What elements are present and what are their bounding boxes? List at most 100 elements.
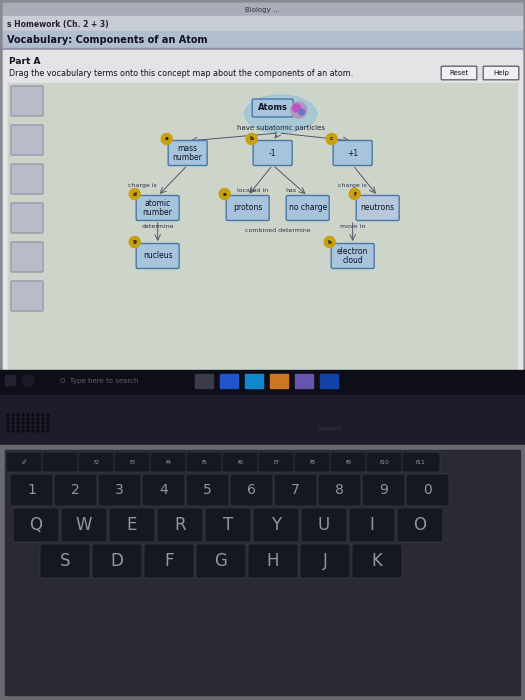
Text: 2: 2 [71, 483, 80, 497]
Ellipse shape [245, 95, 317, 133]
Circle shape [349, 188, 360, 199]
Circle shape [17, 418, 19, 420]
Text: Help: Help [493, 70, 509, 76]
Text: 0: 0 [423, 483, 432, 497]
Circle shape [292, 104, 301, 112]
FancyBboxPatch shape [114, 452, 152, 472]
FancyBboxPatch shape [150, 452, 188, 472]
FancyBboxPatch shape [397, 508, 443, 542]
Circle shape [42, 422, 44, 424]
FancyBboxPatch shape [78, 452, 116, 472]
Text: f5: f5 [202, 459, 208, 465]
Text: determine: determine [141, 223, 174, 228]
Text: -1: -1 [269, 148, 277, 158]
Text: h: h [328, 239, 332, 244]
Circle shape [42, 426, 44, 428]
FancyBboxPatch shape [286, 195, 329, 220]
Text: no charge: no charge [289, 204, 327, 213]
Circle shape [326, 134, 337, 144]
Circle shape [12, 422, 14, 424]
Circle shape [22, 418, 24, 420]
Text: neutrons: neutrons [361, 204, 395, 213]
Bar [270, 374, 288, 388]
FancyBboxPatch shape [253, 508, 299, 542]
FancyBboxPatch shape [54, 474, 97, 506]
FancyBboxPatch shape [356, 195, 399, 220]
FancyBboxPatch shape [252, 99, 293, 117]
Circle shape [32, 418, 34, 420]
FancyBboxPatch shape [362, 474, 405, 506]
FancyBboxPatch shape [366, 452, 404, 472]
FancyBboxPatch shape [136, 195, 179, 220]
Bar [320, 374, 338, 388]
Bar [0, 445, 525, 700]
Text: has: has [285, 188, 296, 193]
Text: d: d [133, 192, 136, 197]
FancyBboxPatch shape [109, 508, 155, 542]
FancyBboxPatch shape [11, 164, 43, 194]
Bar [0, 385, 525, 395]
FancyBboxPatch shape [11, 203, 43, 233]
Circle shape [37, 414, 39, 416]
Circle shape [7, 426, 9, 428]
Circle shape [246, 134, 257, 144]
Circle shape [47, 426, 49, 428]
Bar [5, 375, 15, 385]
Text: T: T [223, 516, 233, 534]
Text: electron
cloud: electron cloud [337, 246, 369, 265]
Circle shape [27, 418, 29, 420]
FancyBboxPatch shape [301, 508, 347, 542]
FancyBboxPatch shape [331, 244, 374, 269]
Circle shape [27, 414, 29, 416]
Text: f11: f11 [416, 459, 426, 465]
FancyBboxPatch shape [318, 474, 361, 506]
FancyBboxPatch shape [11, 86, 43, 116]
Circle shape [22, 375, 34, 387]
Circle shape [47, 418, 49, 420]
Circle shape [12, 430, 14, 432]
Circle shape [291, 102, 307, 118]
Circle shape [37, 430, 39, 432]
Bar [8, 83, 517, 377]
Text: 6: 6 [247, 483, 256, 497]
Text: E: E [127, 516, 137, 534]
FancyBboxPatch shape [42, 452, 80, 472]
Circle shape [17, 422, 19, 424]
FancyBboxPatch shape [10, 474, 53, 506]
Circle shape [42, 414, 44, 416]
Circle shape [17, 426, 19, 428]
Text: charge is: charge is [128, 183, 157, 188]
Text: 1: 1 [27, 483, 36, 497]
Circle shape [22, 414, 24, 416]
FancyBboxPatch shape [300, 544, 350, 578]
FancyBboxPatch shape [98, 474, 141, 506]
Bar [5, 450, 520, 695]
FancyBboxPatch shape [157, 508, 203, 542]
Circle shape [129, 188, 140, 199]
FancyBboxPatch shape [330, 452, 368, 472]
FancyBboxPatch shape [11, 242, 43, 272]
Circle shape [12, 426, 14, 428]
Text: Part A: Part A [9, 57, 40, 66]
Text: O  Type here to search: O Type here to search [60, 378, 139, 384]
Circle shape [27, 430, 29, 432]
Circle shape [37, 422, 39, 424]
Circle shape [27, 422, 29, 424]
Text: 3: 3 [115, 483, 124, 497]
FancyBboxPatch shape [253, 141, 292, 165]
Text: f9: f9 [346, 459, 352, 465]
Text: R: R [174, 516, 186, 534]
Text: Y: Y [271, 516, 281, 534]
Text: F: F [164, 552, 174, 570]
Text: a: a [165, 136, 169, 141]
FancyBboxPatch shape [294, 452, 332, 472]
Text: Drag the vocabulary terms onto this concept map about the components of an atom.: Drag the vocabulary terms onto this conc… [9, 69, 353, 78]
Bar [195, 374, 213, 388]
FancyBboxPatch shape [142, 474, 185, 506]
Circle shape [22, 430, 24, 432]
Bar [0, 0, 525, 385]
Text: f10: f10 [380, 459, 390, 465]
FancyBboxPatch shape [11, 125, 43, 155]
Text: 4: 4 [159, 483, 168, 497]
Text: D: D [111, 552, 123, 570]
